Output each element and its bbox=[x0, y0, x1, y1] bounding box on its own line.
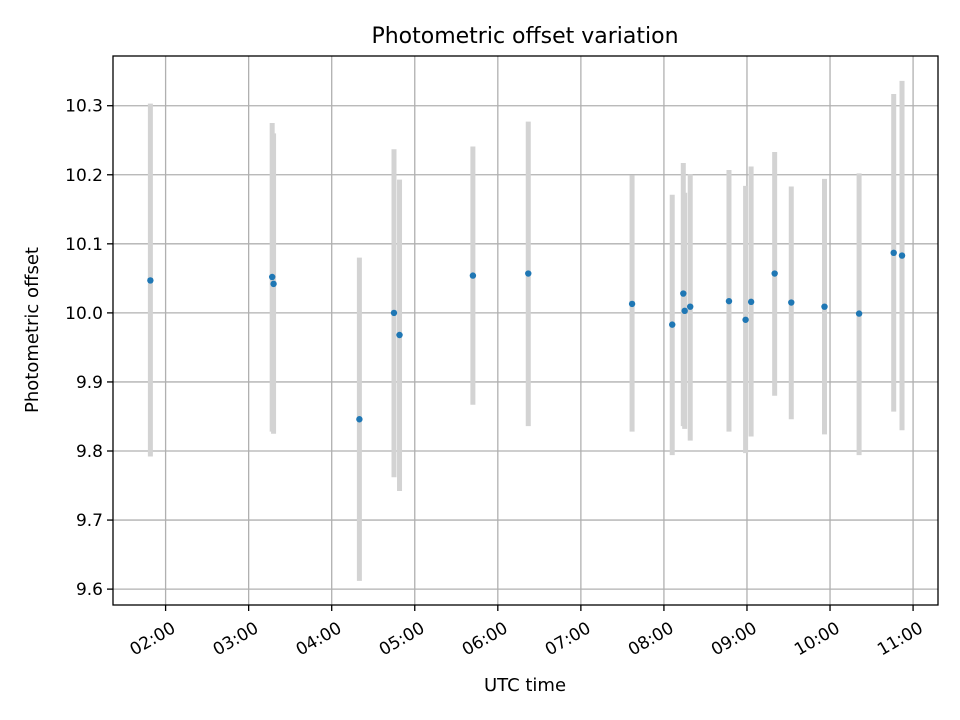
data-point-19 bbox=[855, 310, 863, 317]
data-point-6 bbox=[469, 272, 477, 279]
x-tick-label-3: 05:00 bbox=[376, 618, 428, 660]
data-point-1 bbox=[268, 273, 276, 281]
data-point-17 bbox=[788, 299, 795, 306]
data-point-21 bbox=[898, 252, 906, 259]
y-tick-label-2: 9.8 bbox=[76, 442, 103, 462]
plot-frame bbox=[112, 55, 939, 606]
data-point-8 bbox=[628, 300, 636, 308]
x-tick-label-7: 09:00 bbox=[708, 618, 760, 660]
error-bars bbox=[147, 80, 905, 581]
data-point-12 bbox=[687, 303, 694, 310]
x-tick-label-8: 10:00 bbox=[791, 618, 843, 660]
x-tick-label-1: 03:00 bbox=[210, 618, 262, 660]
grid bbox=[113, 56, 938, 605]
y-tick-label-5: 10.1 bbox=[65, 235, 103, 255]
data-point-16 bbox=[771, 270, 778, 277]
x-tick-label-4: 06:00 bbox=[459, 618, 511, 660]
data-point-2 bbox=[270, 280, 277, 288]
data-point-5 bbox=[396, 331, 403, 339]
y-tick-label-6: 10.2 bbox=[65, 166, 103, 186]
data-point-14 bbox=[742, 316, 749, 323]
x-tick-label-2: 04:00 bbox=[293, 618, 345, 660]
data-point-3 bbox=[356, 416, 363, 423]
data-point-9 bbox=[669, 321, 676, 328]
data-point-0 bbox=[147, 277, 154, 284]
y-tick-label-1: 9.7 bbox=[76, 511, 103, 531]
data-point-13 bbox=[725, 297, 733, 305]
x-axis-ticks: 02:00 03:00 04:00 05:00 06:00 07:00 08:00 09:00… bbox=[127, 605, 927, 660]
data-point-10 bbox=[680, 290, 687, 297]
data-point-11 bbox=[681, 307, 688, 315]
y-axis-label: Photometric offset bbox=[22, 247, 43, 413]
data-point-7 bbox=[525, 270, 532, 277]
data-point-18 bbox=[821, 303, 828, 310]
x-tick-label-5: 07:00 bbox=[542, 618, 594, 660]
data-point-20 bbox=[890, 249, 897, 257]
x-tick-label-9: 11:00 bbox=[874, 618, 926, 660]
y-axis-ticks: 9.6 9.7 9.8 9.9 10.0 10.1 10.2 10.3 bbox=[65, 97, 113, 600]
data-point-15 bbox=[747, 298, 755, 306]
y-tick-label-3: 9.9 bbox=[76, 373, 103, 393]
x-axis-label: UTC time bbox=[484, 675, 566, 696]
y-tick-label-0: 9.6 bbox=[76, 580, 103, 600]
data-point-4 bbox=[390, 309, 398, 317]
x-tick-label-0: 02:00 bbox=[127, 618, 179, 660]
data-points bbox=[147, 249, 906, 423]
chart-title: Photometric offset variation bbox=[371, 24, 678, 49]
y-tick-label-7: 10.3 bbox=[65, 97, 103, 117]
x-tick-label-6: 08:00 bbox=[625, 618, 677, 660]
y-tick-label-4: 10.0 bbox=[65, 304, 103, 324]
